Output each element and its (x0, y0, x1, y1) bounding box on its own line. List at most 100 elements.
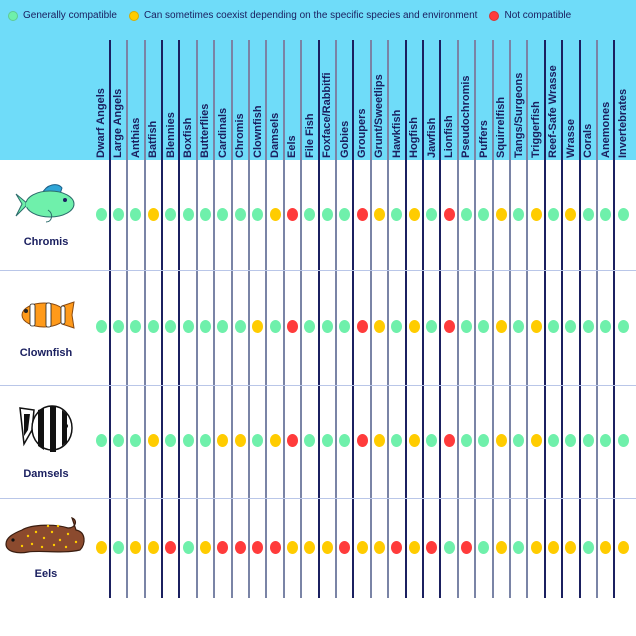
column-divider (578, 40, 581, 598)
column-header: Invertebrates (615, 40, 632, 158)
red-dot-icon (443, 319, 455, 333)
green-dot-icon (426, 433, 438, 447)
legend-label: Not compatible (504, 10, 572, 21)
column-divider (195, 40, 198, 598)
legend-item-compatible: Generally compatible (8, 10, 117, 21)
red-dot-icon (356, 433, 368, 447)
green-dot-icon (95, 433, 107, 447)
column-divider (352, 40, 355, 598)
green-dot-icon (8, 10, 18, 21)
red-dot-icon (443, 433, 455, 447)
column-divider (491, 40, 494, 598)
green-dot-icon (321, 319, 333, 333)
yellow-dot-icon (530, 433, 542, 447)
column-header-label: Anthias (129, 117, 142, 158)
green-dot-icon (339, 207, 351, 221)
column-divider (543, 40, 546, 598)
column-header: Grunt/Sweetlips (371, 40, 388, 158)
column-header-label: Reef-Safe Wrasse (547, 65, 560, 158)
yellow-dot-icon (373, 540, 385, 554)
column-header-label: Triggerfish (530, 101, 542, 158)
green-dot-icon (339, 319, 351, 333)
yellow-dot-icon (373, 319, 385, 333)
column-header-label: Foxface/Rabbitfi (321, 72, 334, 158)
yellow-dot-icon (304, 540, 316, 554)
green-dot-icon (547, 433, 559, 447)
column-header: Clownfish (249, 40, 266, 158)
column-header-label: Clownfish (251, 105, 264, 158)
column-header: Triggerfish (528, 40, 545, 158)
column-divider (334, 40, 337, 598)
column-header-label: Groupers (356, 108, 368, 158)
green-dot-icon (321, 433, 333, 447)
green-dot-icon (582, 319, 594, 333)
column-divider (265, 40, 268, 598)
column-header: Large Angels (110, 40, 127, 158)
green-dot-icon (547, 207, 559, 221)
red-dot-icon (356, 207, 368, 221)
green-dot-icon (112, 433, 124, 447)
green-dot-icon (547, 319, 559, 333)
yellow-dot-icon (269, 433, 281, 447)
column-header-label: Squirrelfish (495, 96, 508, 158)
column-header-label: Hawkfish (390, 109, 403, 158)
column-header-label: Gobies (338, 120, 351, 158)
green-dot-icon (199, 207, 211, 221)
column-header-label: Boxfish (182, 117, 194, 158)
green-dot-icon (582, 207, 594, 221)
eel-icon (5, 517, 85, 554)
red-dot-icon (165, 540, 177, 554)
column-divider (108, 40, 111, 598)
green-dot-icon (600, 433, 612, 447)
column-header: Eels (284, 40, 301, 158)
red-dot-icon (356, 319, 368, 333)
column-header: Dwarf Angels (93, 40, 110, 158)
green-dot-icon (182, 540, 194, 554)
red-dot-icon (460, 540, 472, 554)
green-dot-icon (391, 207, 403, 221)
green-dot-icon (339, 433, 351, 447)
green-dot-icon (582, 433, 594, 447)
column-header: Butterflies (197, 40, 214, 158)
green-dot-icon (217, 319, 229, 333)
column-divider (369, 40, 372, 598)
yellow-dot-icon (321, 540, 333, 554)
yellow-dot-icon (147, 540, 159, 554)
yellow-dot-icon (495, 319, 507, 333)
green-dot-icon (234, 319, 246, 333)
green-dot-icon (513, 319, 525, 333)
red-dot-icon (269, 540, 281, 554)
green-dot-icon (460, 433, 472, 447)
column-header: Foxface/Rabbitfi (319, 40, 336, 158)
column-header: Gobies (336, 40, 353, 158)
green-dot-icon (182, 207, 194, 221)
yellow-dot-icon (356, 540, 368, 554)
column-divider (282, 40, 285, 598)
column-header: Damsels (267, 40, 284, 158)
green-dot-icon (95, 319, 107, 333)
green-dot-icon (426, 207, 438, 221)
column-divider (439, 40, 442, 598)
column-divider (474, 40, 477, 598)
column-header-label: Batfish (147, 120, 160, 158)
green-dot-icon (478, 540, 490, 554)
chromis-fish-icon (15, 184, 75, 223)
yellow-dot-icon (234, 433, 246, 447)
column-header-label: Wrasse (564, 119, 577, 158)
column-header: Squirrelfish (493, 40, 510, 158)
column-divider (178, 40, 181, 598)
yellow-dot-icon (286, 540, 298, 554)
column-divider (213, 40, 216, 598)
yellow-dot-icon (95, 540, 107, 554)
column-header: Cardinals (214, 40, 231, 158)
column-header: Blennies (162, 40, 179, 158)
green-dot-icon (217, 207, 229, 221)
legend-label: Generally compatible (23, 10, 117, 21)
green-dot-icon (130, 319, 142, 333)
green-dot-icon (513, 540, 525, 554)
green-dot-icon (513, 207, 525, 221)
green-dot-icon (617, 207, 629, 221)
green-dot-icon (391, 319, 403, 333)
column-header-label: File Fish (303, 113, 316, 158)
row-label: Eels (34, 568, 58, 580)
